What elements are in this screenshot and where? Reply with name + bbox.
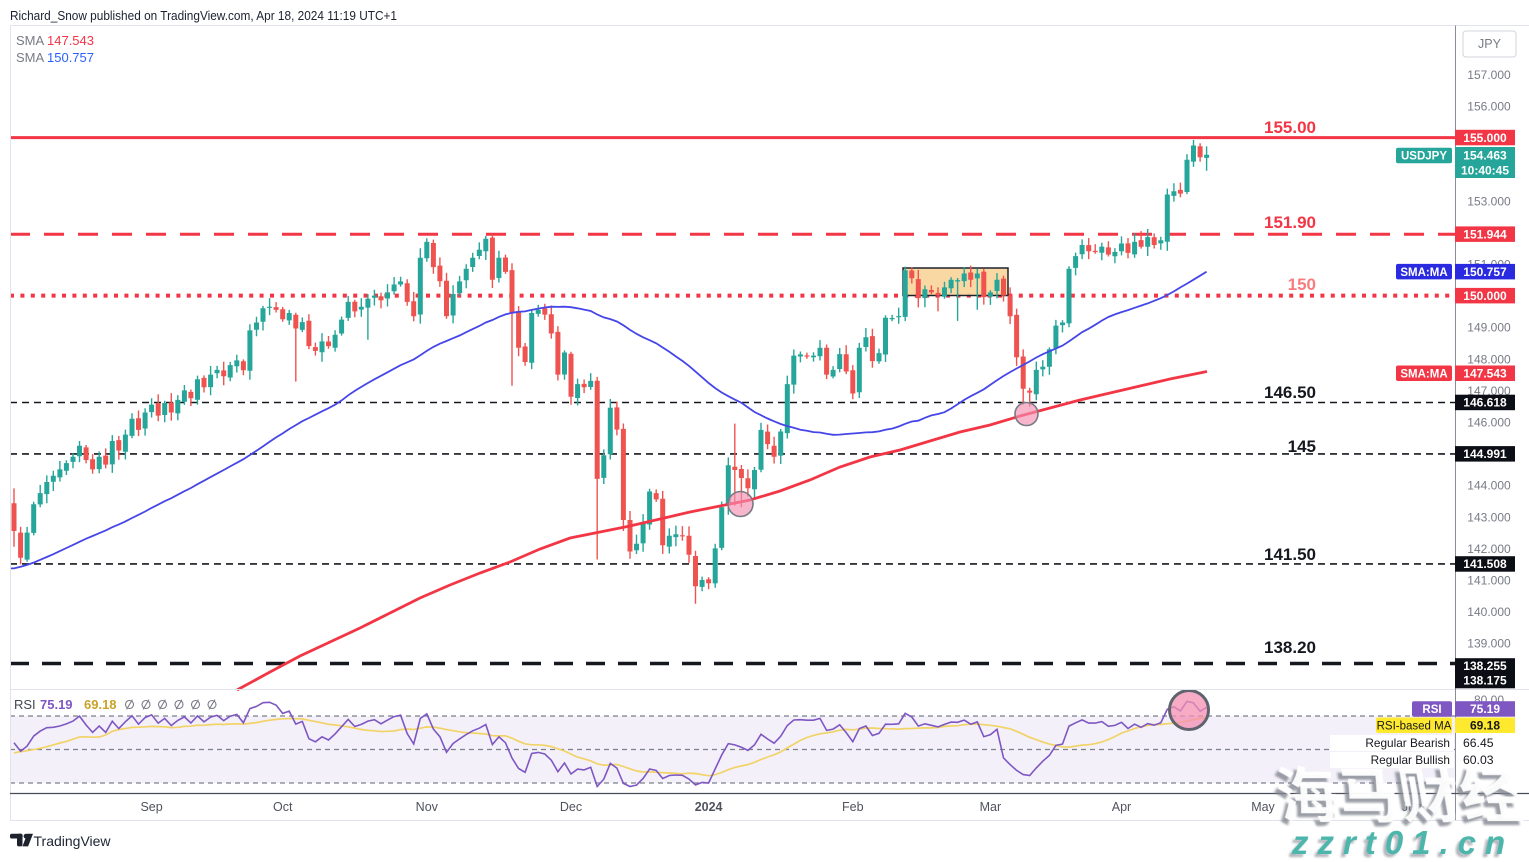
svg-text:141.50: 141.50 — [1264, 545, 1316, 564]
svg-text:69.18: 69.18 — [1470, 719, 1500, 733]
svg-text:138.255: 138.255 — [1463, 659, 1507, 673]
svg-text:Nov: Nov — [416, 800, 439, 814]
svg-text:Apr: Apr — [1112, 800, 1131, 814]
svg-text:155.00: 155.00 — [1264, 118, 1316, 137]
svg-text:138.20: 138.20 — [1264, 638, 1316, 657]
svg-text:156.000: 156.000 — [1467, 100, 1511, 114]
svg-text:155.000: 155.000 — [1463, 131, 1507, 145]
svg-text:Regular Bullish: Regular Bullish — [1371, 753, 1450, 767]
svg-text:147.000: 147.000 — [1467, 384, 1511, 398]
svg-text:Richard_Snow published on Trad: Richard_Snow published on TradingView.co… — [10, 8, 397, 23]
svg-text:JPY: JPY — [1478, 37, 1502, 51]
svg-text:147.543: 147.543 — [47, 33, 94, 48]
svg-text:RSI-based MA: RSI-based MA — [1377, 721, 1452, 733]
svg-text:75.19: 75.19 — [1470, 702, 1500, 716]
svg-text:RSI: RSI — [1422, 704, 1441, 716]
svg-text:141.508: 141.508 — [1463, 557, 1507, 571]
svg-text:66.45: 66.45 — [1463, 736, 1494, 750]
svg-text:144.000: 144.000 — [1467, 479, 1511, 493]
svg-text:151.944: 151.944 — [1463, 227, 1507, 241]
svg-text:150.757: 150.757 — [47, 50, 94, 65]
svg-text:154.463: 154.463 — [1463, 149, 1507, 163]
svg-text:141.000: 141.000 — [1467, 574, 1511, 588]
svg-text:Regular Bearish: Regular Bearish — [1365, 736, 1450, 750]
svg-text:Sep: Sep — [140, 800, 162, 814]
svg-text:157.000: 157.000 — [1467, 68, 1511, 82]
svg-text:149.000: 149.000 — [1467, 321, 1511, 335]
svg-text:SMA:MA: SMA:MA — [1400, 368, 1447, 380]
svg-text:10:40:45: 10:40:45 — [1461, 164, 1509, 178]
svg-text:147.543: 147.543 — [1463, 366, 1507, 380]
svg-text:May: May — [1251, 800, 1275, 814]
svg-text:151.90: 151.90 — [1264, 213, 1316, 232]
svg-text:146.618: 146.618 — [1463, 396, 1507, 410]
svg-text:145: 145 — [1288, 437, 1316, 456]
svg-text:Dec: Dec — [560, 800, 582, 814]
svg-text:RSI: RSI — [14, 697, 36, 712]
svg-text:75.19: 75.19 — [40, 697, 73, 712]
svg-text:Oct: Oct — [273, 800, 293, 814]
svg-text:146.50: 146.50 — [1264, 383, 1316, 402]
svg-text:150.757: 150.757 — [1463, 265, 1507, 279]
svg-text:Feb: Feb — [842, 800, 864, 814]
svg-text:SMA: SMA — [16, 50, 45, 65]
svg-text:140.000: 140.000 — [1467, 605, 1511, 619]
svg-text:142.000: 142.000 — [1467, 542, 1511, 556]
svg-text:150: 150 — [1288, 275, 1316, 294]
svg-text:138.175: 138.175 — [1463, 674, 1507, 688]
svg-text:148.000: 148.000 — [1467, 352, 1511, 366]
svg-text:SMA: SMA — [16, 33, 45, 48]
svg-text:144.991: 144.991 — [1463, 447, 1507, 461]
svg-text:139.000: 139.000 — [1467, 637, 1511, 651]
svg-text:60.03: 60.03 — [1463, 753, 1494, 767]
svg-text:SMA:MA: SMA:MA — [1400, 267, 1447, 279]
svg-text:USDJPY: USDJPY — [1401, 151, 1447, 163]
svg-text:69.18: 69.18 — [84, 697, 117, 712]
svg-text:146.000: 146.000 — [1467, 416, 1511, 430]
svg-text:2024: 2024 — [695, 800, 723, 814]
svg-text:143.000: 143.000 — [1467, 510, 1511, 524]
svg-text:TradingView: TradingView — [34, 833, 112, 849]
svg-text:153.000: 153.000 — [1467, 194, 1511, 208]
svg-text:Mar: Mar — [980, 800, 1002, 814]
svg-text:150.000: 150.000 — [1463, 289, 1507, 303]
